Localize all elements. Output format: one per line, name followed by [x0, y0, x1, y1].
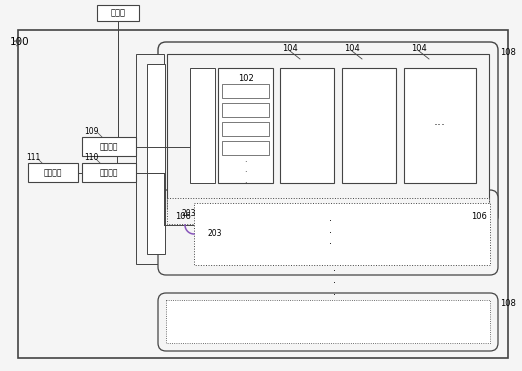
- Bar: [222, 122, 269, 136]
- Text: 互联网: 互联网: [111, 9, 125, 17]
- Text: 104: 104: [411, 43, 427, 53]
- Bar: [28, 163, 78, 182]
- Bar: [18, 30, 508, 358]
- FancyBboxPatch shape: [158, 190, 498, 275]
- Bar: [218, 68, 273, 183]
- Bar: [82, 163, 136, 182]
- Text: 100: 100: [10, 37, 30, 47]
- Bar: [222, 141, 269, 155]
- Bar: [136, 54, 164, 264]
- Text: 108: 108: [500, 47, 516, 56]
- Text: 104: 104: [344, 43, 360, 53]
- FancyBboxPatch shape: [158, 42, 498, 224]
- Text: 111: 111: [26, 152, 40, 161]
- Bar: [404, 68, 476, 183]
- Text: ·
·
·: · · ·: [328, 216, 331, 249]
- FancyBboxPatch shape: [158, 293, 498, 351]
- Bar: [167, 54, 489, 209]
- Text: 203: 203: [207, 229, 221, 237]
- Text: 106: 106: [471, 211, 487, 220]
- Bar: [167, 198, 489, 224]
- Text: 通信模块: 通信模块: [44, 168, 62, 177]
- Text: 102: 102: [238, 73, 253, 82]
- Text: 203: 203: [182, 209, 196, 217]
- Text: 监测模块: 监测模块: [100, 142, 118, 151]
- Bar: [147, 64, 165, 254]
- Text: ·
·
·: · · ·: [334, 266, 337, 300]
- Text: 106: 106: [175, 211, 191, 220]
- Text: ·
·
·: · · ·: [244, 158, 247, 188]
- Bar: [222, 84, 269, 98]
- Text: 108: 108: [500, 299, 516, 308]
- Text: 控制模块: 控制模块: [100, 168, 118, 177]
- Bar: [97, 5, 139, 21]
- Bar: [280, 68, 334, 183]
- Bar: [342, 68, 396, 183]
- Bar: [82, 137, 136, 156]
- Bar: [194, 203, 490, 265]
- Bar: [166, 300, 490, 343]
- Bar: [190, 68, 215, 183]
- Text: 109: 109: [84, 127, 99, 135]
- Text: 110: 110: [84, 152, 98, 161]
- Text: 104: 104: [282, 43, 298, 53]
- Text: ···: ···: [434, 119, 446, 132]
- Bar: [222, 103, 269, 117]
